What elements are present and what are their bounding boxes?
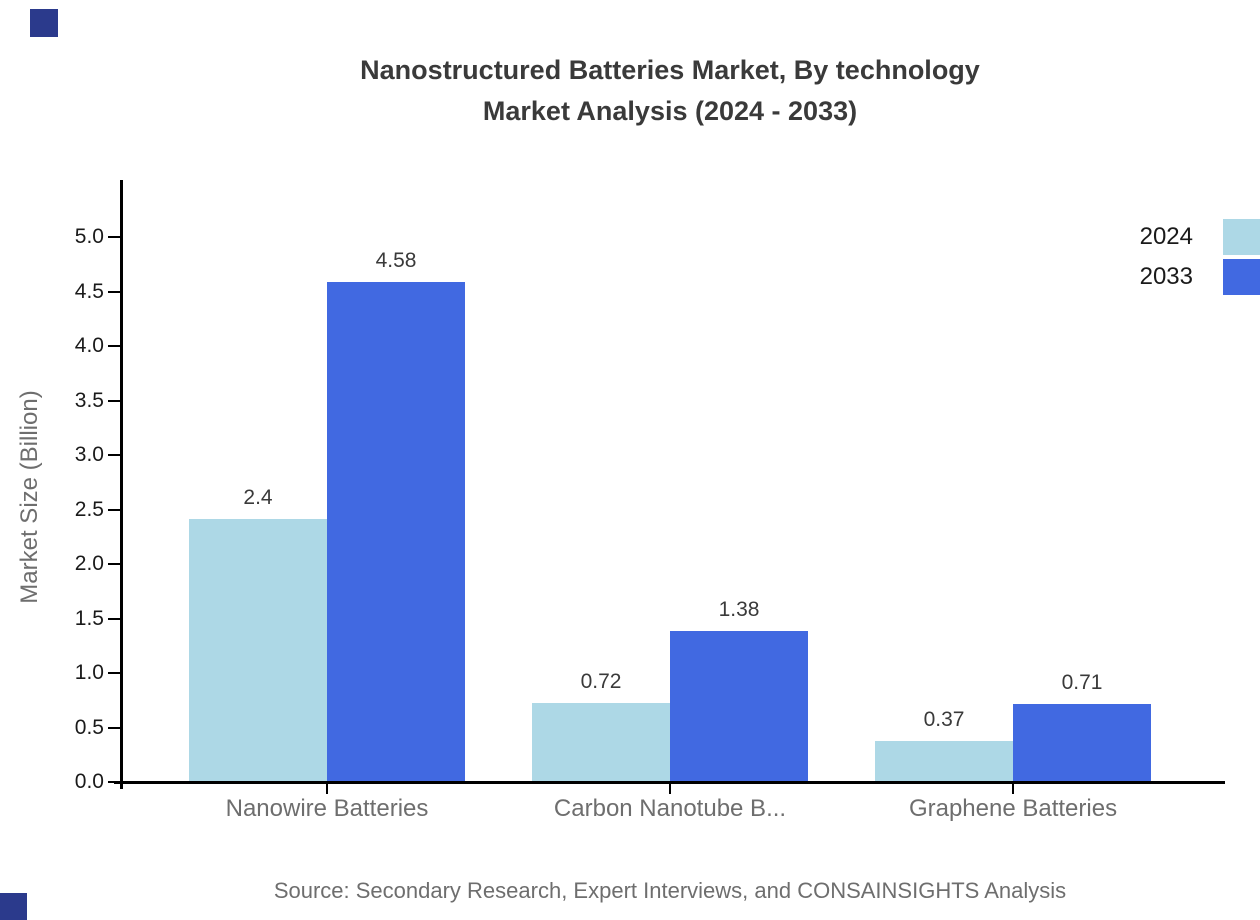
y-tick-label: 1.0 [74,661,104,684]
bar-2024-2 [875,741,1013,781]
y-tick [108,454,120,456]
chart-title: Nanostructured Batteries Market, By tech… [140,50,1200,132]
y-tick [108,726,120,729]
y-axis-line [120,180,123,789]
y-tick [108,672,120,674]
y-tick [108,399,120,402]
source-attribution: Source: Secondary Research, Expert Inter… [273,878,1067,903]
category-label: Nanowire Batteries [225,795,429,822]
y-tick-label: 3.0 [74,443,104,466]
bar-value-label: 0.72 [580,670,622,693]
corner-square-top-left [30,9,58,37]
bar-2024-1 [532,703,670,781]
y-tick [108,508,120,511]
bar-2033-0 [327,282,465,781]
category-label: Carbon Nanotube B... [553,795,787,822]
bar-value-label: 4.58 [375,249,417,272]
bar-value-label: 0.71 [1061,671,1103,694]
bar-value-label: 1.38 [718,598,760,621]
y-tick [108,563,120,565]
corner-square-bottom-left [0,893,27,920]
y-tick-label: 3.5 [74,388,104,412]
chart-title-line1: Nanostructured Batteries Market, By tech… [360,55,980,85]
y-tick-label: 2.5 [74,497,104,521]
y-tick-label: 1.5 [74,606,104,630]
bar-value-label: 0.37 [923,708,965,731]
bar-2024-0 [189,519,327,781]
y-tick-label: 4.0 [74,334,104,357]
x-tick [326,784,328,794]
y-tick-label: 0.0 [74,770,104,793]
x-tick [669,784,671,794]
chart-title-line2: Market Analysis (2024 - 2033) [482,96,858,126]
y-tick [108,345,120,347]
bar-value-label: 2.4 [243,486,273,509]
x-tick [1012,784,1014,794]
y-tick [108,617,120,620]
y-tick-label: 0.5 [74,715,104,739]
bar-2033-2 [1013,704,1151,781]
bar-2033-1 [670,631,808,781]
y-tick-label: 4.5 [74,279,104,303]
y-tick-label: 2.0 [74,552,104,575]
y-tick-label: 5.0 [74,225,104,248]
x-axis-line [114,781,1225,784]
y-tick [108,781,120,783]
y-tick [108,290,120,293]
category-label: Graphene Batteries [908,795,1118,822]
y-tick [108,236,120,238]
